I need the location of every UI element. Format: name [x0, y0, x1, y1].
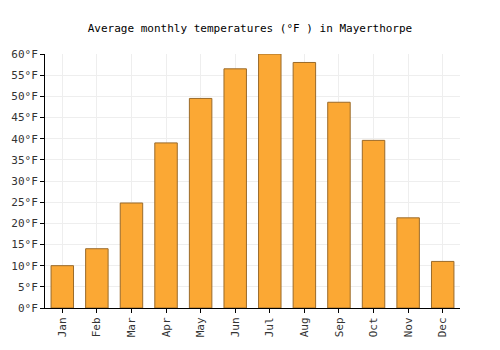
svg-text:Jun: Jun	[229, 317, 242, 337]
svg-text:10°F: 10°F	[11, 260, 38, 273]
svg-text:55°F: 55°F	[11, 69, 38, 82]
svg-text:15°F: 15°F	[11, 238, 38, 251]
svg-text:20°F: 20°F	[11, 217, 38, 230]
svg-text:Jan: Jan	[56, 317, 69, 337]
svg-text:5°F: 5°F	[18, 281, 38, 294]
svg-text:Oct: Oct	[367, 317, 380, 337]
svg-text:0°F: 0°F	[18, 302, 38, 315]
svg-text:50°F: 50°F	[11, 90, 38, 103]
svg-text:Jul: Jul	[263, 317, 276, 337]
svg-text:Sep: Sep	[333, 317, 346, 337]
svg-text:45°F: 45°F	[11, 111, 38, 124]
svg-text:Mar: Mar	[125, 317, 138, 337]
svg-text:Nov: Nov	[402, 317, 415, 337]
svg-text:May: May	[194, 317, 207, 337]
svg-text:60°F: 60°F	[11, 48, 38, 61]
svg-text:Feb: Feb	[90, 317, 103, 337]
svg-text:35°F: 35°F	[11, 154, 38, 167]
svg-text:Aug: Aug	[298, 317, 311, 337]
svg-text:30°F: 30°F	[11, 175, 38, 188]
svg-text:Average monthly temperatures (: Average monthly temperatures (°F ) in Ma…	[88, 22, 413, 35]
svg-text:Dec: Dec	[436, 317, 449, 337]
svg-text:25°F: 25°F	[11, 196, 38, 209]
svg-text:40°F: 40°F	[11, 133, 38, 146]
svg-text:Apr: Apr	[160, 317, 173, 337]
